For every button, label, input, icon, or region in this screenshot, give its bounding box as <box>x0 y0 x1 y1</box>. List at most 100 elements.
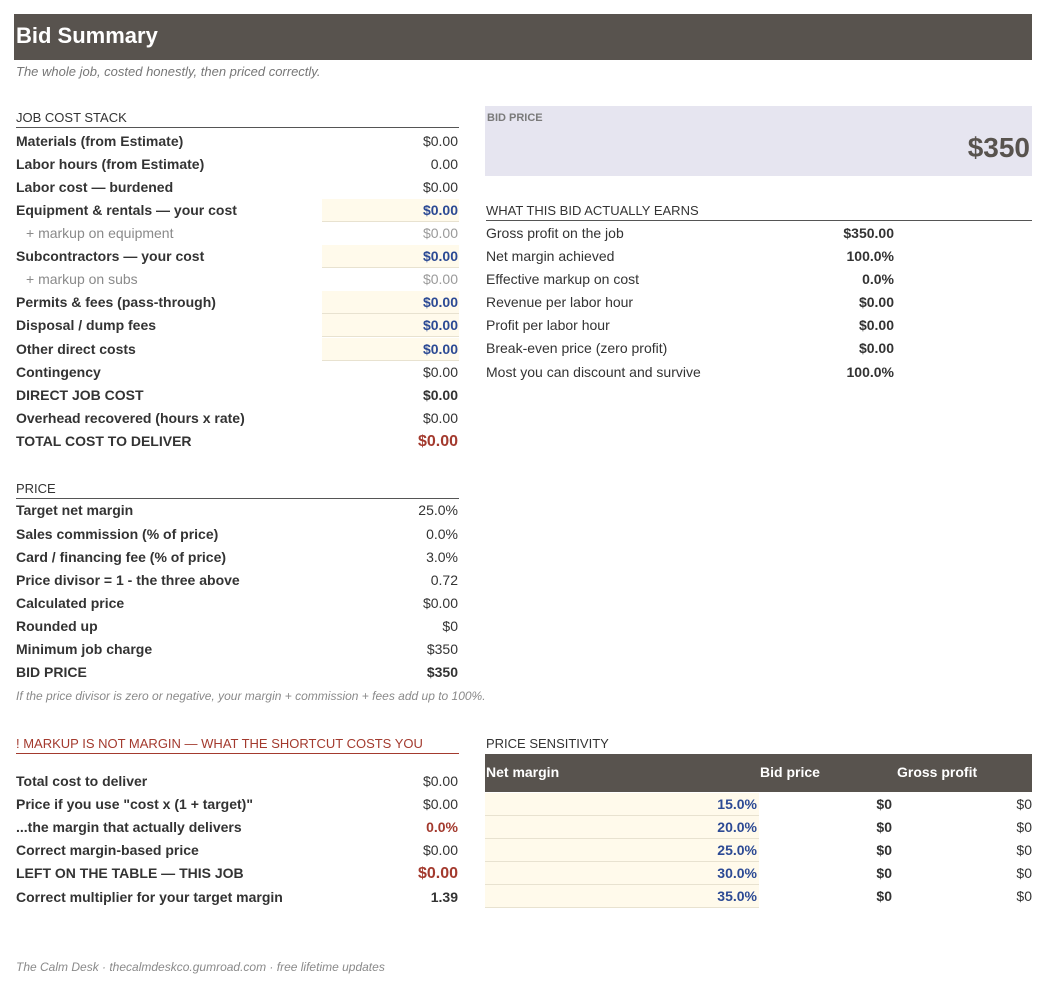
permits-fees-input[interactable]: $0.00 <box>422 294 458 310</box>
permits-input-cell[interactable] <box>322 291 459 314</box>
cost-row-equipment: Equipment & rentals — your cost $0.00 <box>16 199 458 222</box>
table-row: 30.0% $0 $0 <box>485 862 1032 885</box>
margin-input-cell[interactable] <box>485 816 759 839</box>
earn-row-label: Revenue per labor hour <box>486 294 634 310</box>
price-row-label: Card / financing fee (% of price) <box>16 549 227 565</box>
markup-row-label: Price if you use "cost x (1 + target)" <box>16 796 253 812</box>
col-gross-profit: Gross profit <box>897 764 978 780</box>
sensitivity-profit: $0 <box>1016 842 1032 858</box>
equipment-input-cell[interactable] <box>322 199 459 222</box>
sensitivity-bid: $0 <box>876 796 892 812</box>
cost-row-permits: Permits & fees (pass-through) $0.00 <box>16 291 458 314</box>
cost-row-value: 0.00 <box>430 156 458 172</box>
earn-row-value: 100.0% <box>846 364 894 380</box>
markup-row-value: $0.00 <box>422 842 458 858</box>
earn-row-label: Most you can discount and survive <box>486 364 701 380</box>
price-row-value: $350 <box>426 664 458 680</box>
earn-row-value: $0.00 <box>858 340 894 356</box>
cost-row-label: Disposal / dump fees <box>16 317 157 333</box>
price-row-value: $0.00 <box>422 595 458 611</box>
markup-row-label: LEFT ON THE TABLE — THIS JOB <box>16 865 244 881</box>
cost-row-label: Contingency <box>16 364 101 380</box>
other-costs-input[interactable]: $0.00 <box>422 341 458 357</box>
subcontractors-cost-input[interactable]: $0.00 <box>422 248 458 264</box>
earn-row-label: Profit per labor hour <box>486 317 610 333</box>
subcontractors-input-cell[interactable] <box>322 245 459 268</box>
bid-price-label: BID PRICE <box>487 112 543 124</box>
earn-row-label: Effective markup on cost <box>486 271 640 287</box>
sensitivity-margin-input[interactable]: 15.0% <box>717 796 757 812</box>
price-divisor-note: If the price divisor is zero or negative… <box>16 689 486 703</box>
earn-row: Effective markup on cost 0.0% <box>486 268 894 291</box>
sensitivity-table-header: Net margin Bid price Gross profit <box>485 754 1032 792</box>
cost-row-label: Other direct costs <box>16 341 136 357</box>
job-cost-stack-heading: JOB COST STACK <box>16 109 459 128</box>
card-fee-input[interactable]: 3.0% <box>426 549 458 565</box>
earn-row: Revenue per labor hour $0.00 <box>486 291 894 314</box>
cost-row-value: $0.00 <box>422 364 458 380</box>
sensitivity-margin-input[interactable]: 30.0% <box>717 865 757 881</box>
price-row-label: Target net margin <box>16 502 134 518</box>
cost-row-label: Materials (from Estimate) <box>16 133 184 149</box>
sensitivity-margin-input[interactable]: 35.0% <box>717 888 757 904</box>
markup-row: LEFT ON THE TABLE — THIS JOB $0.00 <box>16 862 458 885</box>
minimum-charge-input[interactable]: $350 <box>426 641 458 657</box>
price-row-target-margin: Target net margin 25.0% <box>16 499 458 522</box>
price-row-rounded: Rounded up $0 <box>16 615 458 638</box>
margin-input-cell[interactable] <box>485 885 759 908</box>
cost-row-label: Equipment & rentals — your cost <box>16 202 237 218</box>
earn-row-value: 0.0% <box>862 271 894 287</box>
price-row-minimum: Minimum job charge $350 <box>16 638 458 661</box>
cost-row-label: + markup on subs <box>26 271 138 287</box>
commission-input[interactable]: 0.0% <box>426 526 458 542</box>
price-row-label: BID PRICE <box>16 664 87 680</box>
price-row-value: 0.72 <box>430 572 458 588</box>
cost-row-value: $0.00 <box>422 225 458 241</box>
target-margin-input[interactable]: 25.0% <box>418 502 458 518</box>
cost-row-labor-cost: Labor cost — burdened $0.00 <box>16 176 458 199</box>
earn-row-label: Gross profit on the job <box>486 225 624 241</box>
sensitivity-profit: $0 <box>1016 796 1032 812</box>
markup-row-value: 0.0% <box>426 819 458 835</box>
sensitivity-bid: $0 <box>876 865 892 881</box>
earnings-heading: WHAT THIS BID ACTUALLY EARNS <box>486 202 1032 221</box>
markup-row-label: Total cost to deliver <box>16 773 148 789</box>
sensitivity-profit: $0 <box>1016 888 1032 904</box>
earn-row: Profit per labor hour $0.00 <box>486 314 894 337</box>
margin-input-cell[interactable] <box>485 839 759 862</box>
sensitivity-margin-input[interactable]: 20.0% <box>717 819 757 835</box>
disposal-input-cell[interactable] <box>322 314 459 337</box>
footer-credit: The Calm Desk · thecalmdeskco.gumroad.co… <box>16 960 385 974</box>
cost-row-overhead: Overhead recovered (hours x rate) $0.00 <box>16 407 458 430</box>
cost-row-subcontractors: Subcontractors — your cost $0.00 <box>16 245 458 268</box>
cost-row-label: Labor hours (from Estimate) <box>16 156 205 172</box>
price-row-bid-price: BID PRICE $350 <box>16 661 458 684</box>
cost-row-subs-markup: + markup on subs $0.00 <box>16 268 458 291</box>
margin-input-cell[interactable] <box>485 793 759 816</box>
cost-row-labor-hours: Labor hours (from Estimate) 0.00 <box>16 153 458 176</box>
col-net-margin: Net margin <box>486 764 560 780</box>
disposal-fees-input[interactable]: $0.00 <box>422 317 458 333</box>
cost-row-other: Other direct costs $0.00 <box>16 338 458 361</box>
table-row: 15.0% $0 $0 <box>485 793 1032 816</box>
margin-input-cell[interactable] <box>485 862 759 885</box>
cost-row-label: Subcontractors — your cost <box>16 248 205 264</box>
price-row-label: Sales commission (% of price) <box>16 526 219 542</box>
earn-row: Most you can discount and survive 100.0% <box>486 361 894 384</box>
price-row-commission: Sales commission (% of price) 0.0% <box>16 523 458 546</box>
other-costs-input-cell[interactable] <box>322 338 459 361</box>
title-banner: Bid Summary <box>14 14 1032 60</box>
page-title: Bid Summary <box>16 23 158 48</box>
cost-row-total-cost: TOTAL COST TO DELIVER $0.00 <box>16 430 458 453</box>
price-heading: PRICE <box>16 480 459 499</box>
earn-row-value: $0.00 <box>858 317 894 333</box>
cost-row-label: Permits & fees (pass-through) <box>16 294 216 310</box>
cost-row-label: + markup on equipment <box>26 225 174 241</box>
sensitivity-margin-input[interactable]: 25.0% <box>717 842 757 858</box>
markup-row: Correct margin-based price $0.00 <box>16 839 458 862</box>
sensitivity-profit: $0 <box>1016 819 1032 835</box>
equipment-cost-input[interactable]: $0.00 <box>422 202 458 218</box>
earn-row-label: Net margin achieved <box>486 248 615 264</box>
cost-row-equipment-markup: + markup on equipment $0.00 <box>16 222 458 245</box>
sensitivity-bid: $0 <box>876 888 892 904</box>
